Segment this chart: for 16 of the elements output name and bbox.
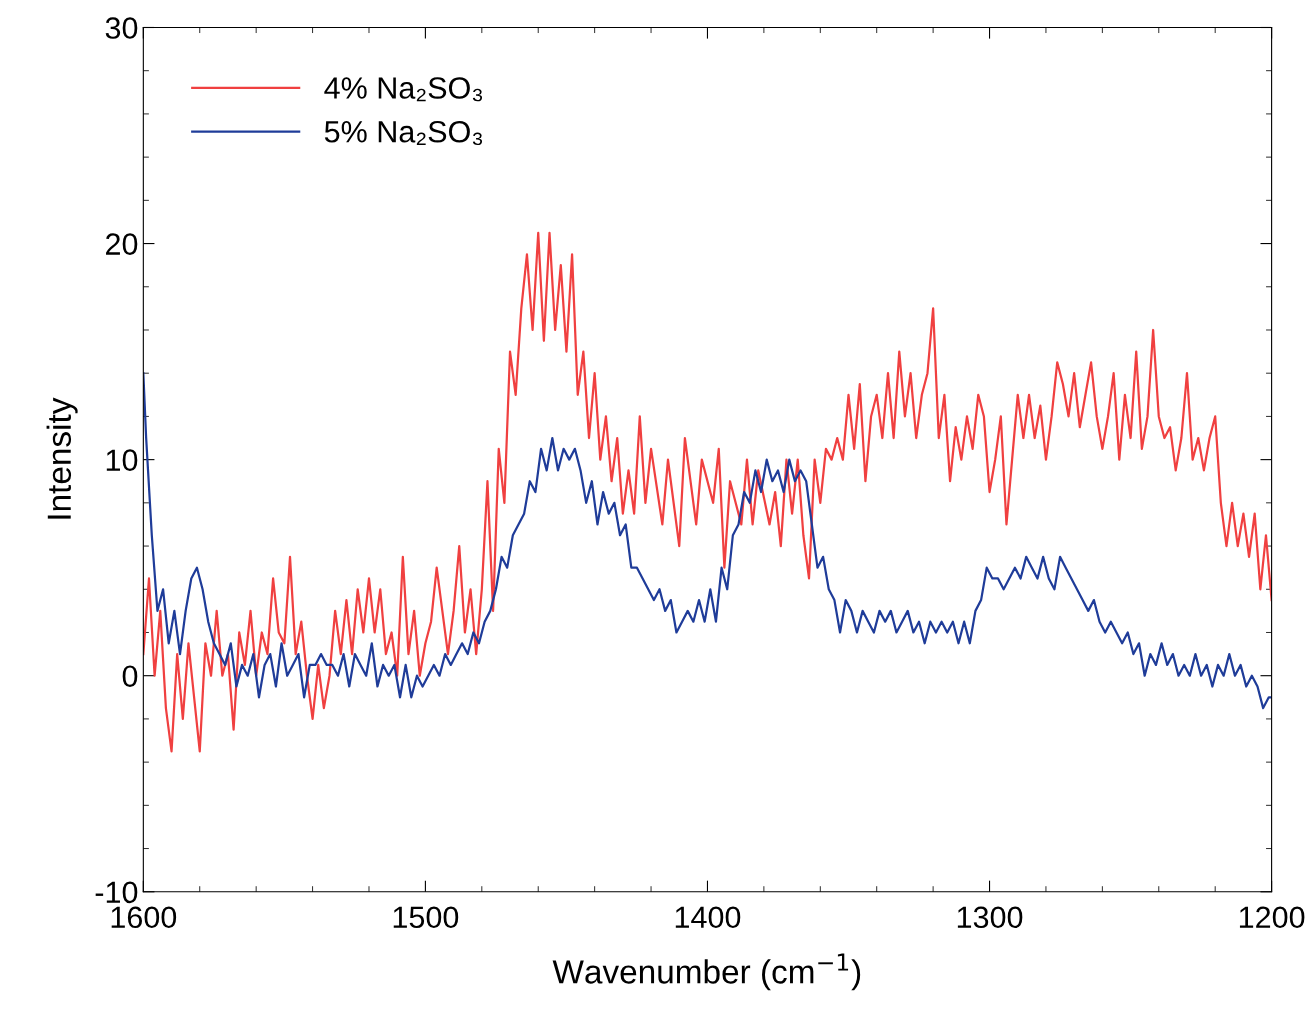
- y-tick-label: 20: [106, 233, 138, 255]
- x-axis-title: Wavenumber (cm$^{−1}$): [552, 953, 861, 991]
- y-tick-label: 10: [106, 449, 138, 471]
- legend-label: 4% Na₂SO₃: [324, 77, 483, 102]
- x-tick-label: 1300: [957, 906, 1023, 929]
- y-tick-label: -10: [95, 881, 138, 904]
- y-axis-title: Intensity: [46, 397, 78, 519]
- x-tick-label: 1200: [1239, 906, 1305, 929]
- y-tick-label: 0: [122, 665, 138, 688]
- line-series: [143, 231, 1272, 753]
- x-tick-label: 1600: [111, 906, 177, 929]
- x-tick-label: 1500: [393, 906, 459, 929]
- x-tick-label: 1400: [675, 906, 741, 929]
- legend-label: 5% Na₂SO₃: [324, 120, 483, 146]
- line-series: [143, 372, 1272, 710]
- y-tick-label: 30: [105, 17, 138, 39]
